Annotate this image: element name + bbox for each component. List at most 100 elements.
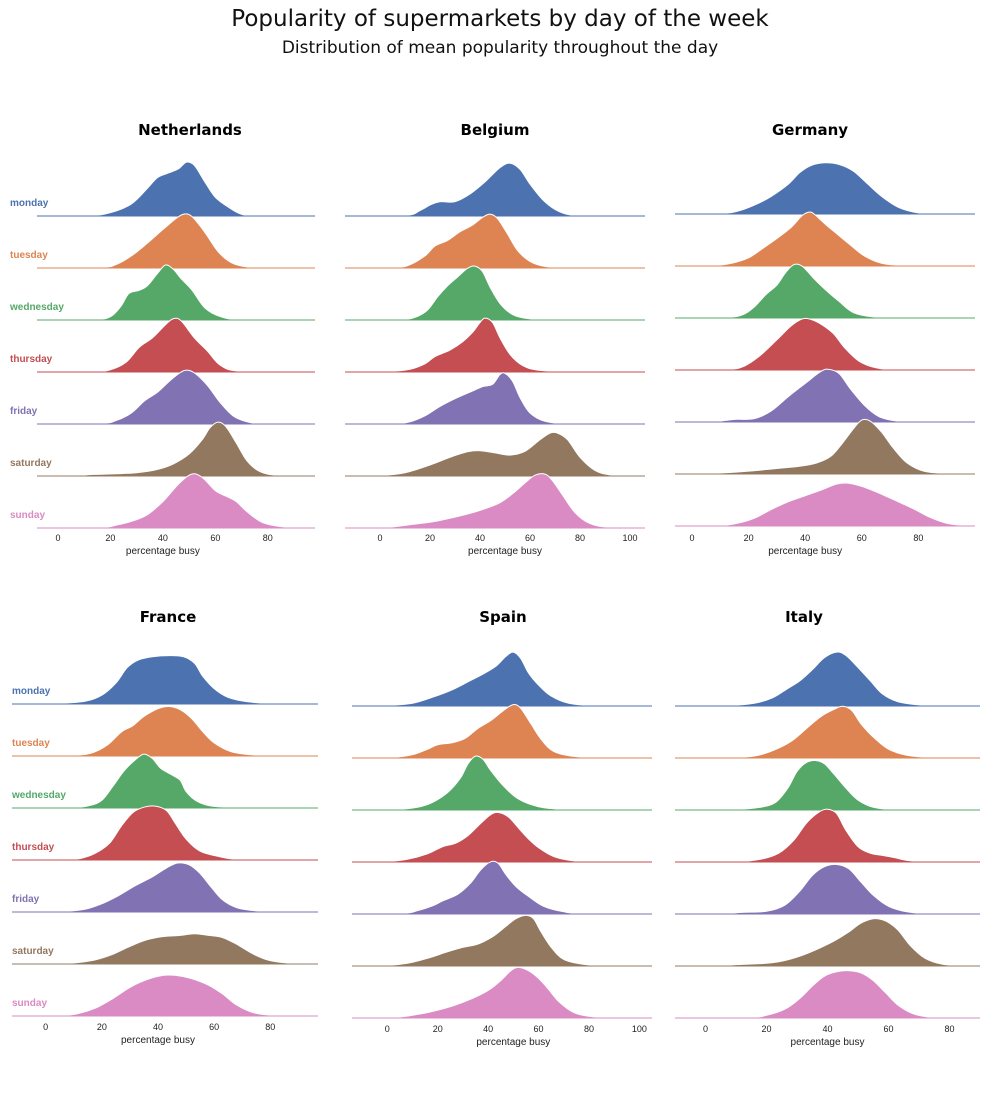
panel-france: France monday tuesday wednesday thursday frid… (11, 608, 319, 1046)
density-area-sunday (674, 482, 976, 527)
panel-germany: Germany 0 20 40 60 80 percentage busy (674, 121, 976, 557)
day-label-friday: friday (10, 406, 38, 417)
density-area-friday (344, 372, 646, 425)
density-area-saturday (36, 421, 316, 477)
panel-title: Netherlands (138, 121, 242, 139)
x-tick-label: 40 (475, 533, 485, 543)
panel-title: Germany (772, 121, 848, 139)
density-area-thursday (344, 317, 645, 373)
density-area-wednesday (351, 755, 652, 811)
density-area-tuesday (11, 705, 318, 757)
x-tick-label: 100 (622, 533, 637, 543)
density-area-sunday (11, 974, 319, 1017)
chart-title: Popularity of supermarkets by day of the… (231, 6, 769, 32)
panel-italy: Italy 0 20 40 60 80 percentage busy (674, 608, 981, 1048)
density-area-monday (351, 651, 653, 707)
panel-title: Italy (785, 608, 823, 626)
x-tick-label: 20 (97, 1022, 107, 1032)
day-label-saturday: saturday (12, 946, 54, 957)
day-label-wednesday: wednesday (9, 302, 64, 313)
day-label-tuesday: tuesday (12, 738, 50, 749)
density-area-friday (11, 862, 318, 913)
density-area-friday (351, 860, 653, 915)
x-tick-label: 80 (584, 1024, 594, 1034)
density-area-saturday (674, 918, 980, 967)
density-area-wednesday (36, 264, 316, 321)
x-tick-label: 60 (857, 533, 867, 543)
day-label-friday: friday (12, 894, 40, 905)
x-tick-label: 0 (689, 533, 694, 543)
x-tick-label: 0 (43, 1022, 48, 1032)
x-tick-label: 60 (534, 1024, 544, 1034)
day-label-tuesday: tuesday (10, 250, 48, 261)
day-label-thursday: thursday (10, 354, 53, 365)
density-area-saturday (351, 914, 652, 967)
x-tick-label: 60 (210, 533, 220, 543)
x-axis-label: percentage busy (468, 546, 542, 557)
x-tick-label: 40 (153, 1022, 163, 1032)
density-area-monday (344, 162, 645, 217)
x-axis-label: percentage busy (126, 546, 200, 557)
density-area-sunday (351, 966, 652, 1019)
x-tick-label: 0 (385, 1024, 390, 1034)
panel-title: Belgium (461, 121, 530, 139)
x-tick-label: 20 (105, 533, 115, 543)
density-area-thursday (351, 811, 652, 863)
x-tick-label: 80 (265, 1022, 275, 1032)
density-area-tuesday (351, 704, 652, 759)
chart-subtitle: Distribution of mean popularity througho… (281, 38, 719, 58)
density-area-tuesday (674, 211, 976, 267)
density-area-thursday (674, 317, 975, 371)
day-label-monday: monday (12, 686, 51, 697)
day-label-monday: monday (10, 198, 49, 209)
panel-netherlands: Netherlands monday tuesday wednesday thursda… (9, 121, 316, 557)
x-tick-label: 40 (800, 533, 810, 543)
density-area-saturday (674, 418, 976, 475)
panel-title: Spain (479, 608, 526, 626)
x-tick-label: 20 (744, 533, 754, 543)
density-area-monday (11, 655, 319, 705)
x-tick-label: 60 (525, 533, 535, 543)
density-area-friday (674, 863, 980, 915)
x-tick-label: 100 (632, 1024, 647, 1034)
panel-title: France (140, 608, 197, 626)
density-area-friday (36, 369, 315, 425)
x-tick-label: 40 (822, 1024, 832, 1034)
density-area-tuesday (674, 705, 981, 759)
density-area-sunday (344, 473, 646, 529)
x-tick-label: 60 (883, 1024, 893, 1034)
day-label-saturday: saturday (10, 458, 52, 469)
density-area-saturday (11, 933, 319, 965)
x-tick-label: 20 (425, 533, 435, 543)
density-area-wednesday (674, 263, 975, 319)
x-tick-label: 80 (575, 533, 585, 543)
density-area-saturday (344, 431, 645, 477)
x-tick-label: 80 (913, 533, 923, 543)
density-area-friday (674, 368, 975, 423)
density-area-thursday (11, 805, 319, 861)
x-axis-label: percentage busy (768, 546, 842, 557)
x-axis-label: percentage busy (476, 1037, 550, 1048)
day-label-thursday: thursday (12, 842, 55, 853)
x-tick-label: 20 (433, 1024, 443, 1034)
density-area-wednesday (344, 265, 645, 321)
density-area-monday (674, 651, 980, 707)
density-area-tuesday (344, 213, 645, 269)
density-area-sunday (674, 970, 980, 1019)
x-tick-label: 60 (209, 1022, 219, 1032)
density-area-wednesday (11, 753, 319, 809)
x-tick-label: 40 (483, 1024, 493, 1034)
panel-belgium: Belgium 0 20 40 60 80 100 percentage busy (344, 121, 646, 557)
density-area-thursday (674, 808, 980, 863)
density-area-monday (36, 161, 315, 217)
panel-spain: Spain 0 20 40 60 80 100 percentage busy (351, 608, 653, 1048)
day-label-sunday: sunday (10, 510, 45, 521)
density-area-sunday (36, 473, 315, 529)
x-axis-label: percentage busy (791, 1037, 865, 1048)
x-tick-label: 0 (703, 1024, 708, 1034)
day-label-wednesday: wednesday (11, 790, 66, 801)
x-tick-label: 40 (158, 533, 168, 543)
density-area-wednesday (674, 759, 980, 811)
x-axis-label: percentage busy (121, 1035, 195, 1046)
